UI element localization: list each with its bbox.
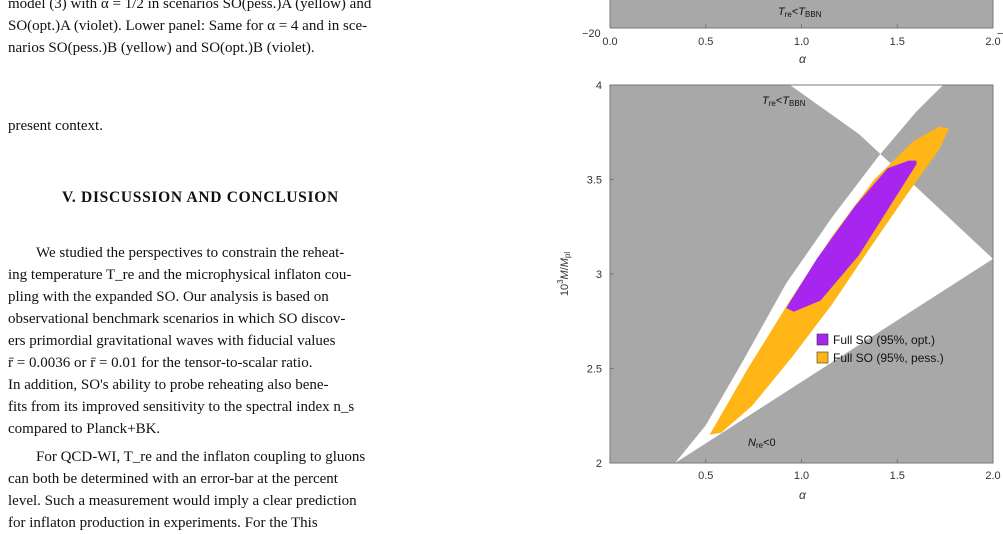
lower-y-tick-label: 3.5 [587,175,602,187]
upper-plot-area [610,0,993,28]
para1-line-9: compared to Planck+BK. [8,421,161,437]
caption-line-1: model (3) with α = 1/2 in scenarios SO(p… [8,0,372,12]
legend-label-opt: Full SO (95%, opt.) [833,333,935,347]
upper-y-tick-right: −5 [997,28,1003,40]
upper-x-ticks: 0.0 0.5 1.0 1.5 2.0 [602,24,1001,48]
para1-line-3: pling with the expanded SO. Our analysis… [8,289,329,305]
para2-line-4: for inflaton production in experiments. … [8,515,318,531]
series-full-so-opt [786,160,917,312]
para1-line-6: r̄ = 0.0036 or r̄ = 0.01 for the tensor-… [8,355,313,371]
upper-x-tick-label: 0.0 [602,36,617,48]
legend-swatch-pess [816,351,829,364]
upper-region-label: Tre<TBBN [778,6,822,19]
lower-x-tick-label: 1.0 [794,470,809,482]
para1-line-2: ing temperature T_re and the microphysic… [8,267,352,283]
upper-y-tick-left: −20 [582,28,601,40]
section-heading: V. DISCUSSION AND CONCLUSION [62,189,339,206]
figure-svg: Tre<TBBN −20 −5 0.0 0.5 1.0 1.5 2.0 α 0.5 1.0… [556,0,1003,502]
lower-y-tick-label: 3 [596,269,602,281]
figure: Tre<TBBN −20 −5 0.0 0.5 1.0 1.5 2.0 α 0.5 1.0… [540,0,1003,524]
caption-line-3: narios SO(pess.)B (yellow) and SO(opt.)B… [8,40,315,56]
para1-line-5: ers primordial gravitational waves with … [8,333,336,349]
lower-y-tick-label: 2 [596,458,602,470]
lower-x-tick-label: 1.5 [890,470,905,482]
lower-y-ticks: 2 2.5 3 3.5 4 [587,80,614,470]
legend: Full SO (95%, opt.) Full SO (95%, pess.) [816,333,944,365]
upper-x-tick-label: 0.5 [698,36,713,48]
lower-x-ticks: 0.5 1.0 1.5 2.0 [698,459,1001,482]
upper-x-axis-label: α [799,52,807,66]
lower-bottom-region-label: Nre<0 [748,437,776,450]
caption-line-2: SO(opt.)A (violet). Lower panel: Same fo… [8,18,368,34]
legend-swatch-opt [816,333,829,346]
para2-line-1: For QCD-WI, T_re and the inflaton coupli… [36,449,366,465]
para2-line-2: can both be determined with an error-bar… [8,471,338,487]
lower-x-tick-label: 2.0 [985,470,1000,482]
lower-y-axis-label: 103M/Mpl [556,252,572,297]
para2-line-3: level. Such a measurement would imply a … [8,493,357,509]
lower-top-region-label: Tre<TBBN [762,95,806,108]
lower-panel: 0.5 1.0 1.5 2.0 22.533.54 Tre<TBBN Nre<0 α … [556,80,1001,502]
para1-line-8: fits from its improved sensitivity to th… [8,399,355,415]
para1-line-4: observational benchmark scenarios in whi… [8,311,346,327]
legend-label-pess: Full SO (95%, pess.) [833,351,944,365]
lower-x-tick-label: 0.5 [698,470,713,482]
para1-line-1: We studied the perspectives to constrain… [36,245,345,261]
upper-panel: Tre<TBBN −20 −5 0.0 0.5 1.0 1.5 2.0 α [582,0,1003,66]
lower-x-axis-label: α [799,488,807,502]
lower-y-tick-label: 4 [596,80,602,92]
upper-x-tick-label: 1.0 [794,36,809,48]
lower-y-tick-label: 2.5 [587,364,602,376]
present-context-text: present context. [8,118,103,134]
text-column: model (3) with α = 1/2 in scenarios SO(p… [0,0,500,531]
upper-x-tick-label: 2.0 [985,36,1000,48]
upper-x-tick-label: 1.5 [890,36,905,48]
para1-line-7: In addition, SO's ability to probe rehea… [8,377,329,393]
